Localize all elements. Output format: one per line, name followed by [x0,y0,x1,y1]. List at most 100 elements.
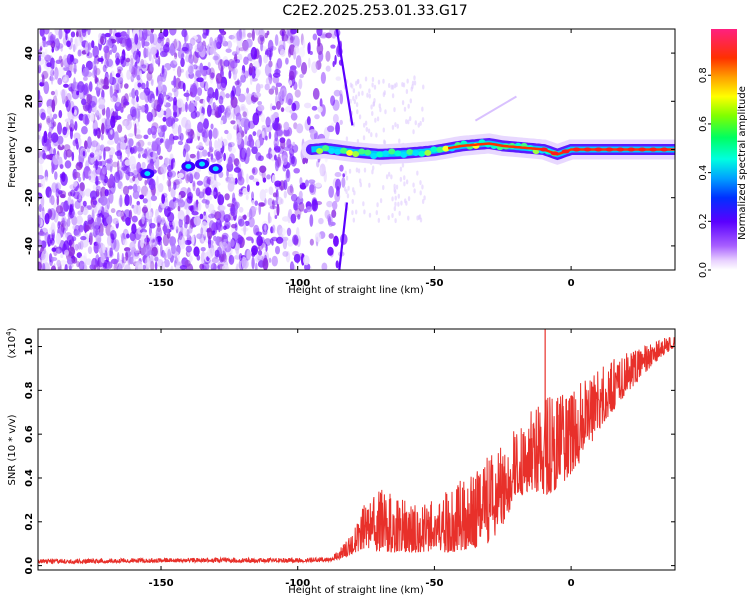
noise-speckle [61,171,66,183]
noise-speckle [200,128,207,135]
noise-speckle [173,110,178,118]
noise-speckle [163,94,167,106]
noise-speckle [339,119,343,125]
noise-speckle [377,217,381,223]
noise-speckle [187,129,192,142]
noise-speckle [393,187,396,193]
noise-speckle [71,114,79,119]
noise-speckle [107,244,110,257]
noise-speckle [150,29,155,34]
noise-speckle [412,129,415,135]
noise-speckle [73,62,77,75]
noise-speckle [38,79,45,84]
noise-speckle [258,29,265,38]
noise-speckle [75,215,83,225]
noise-speckle [132,50,139,60]
noise-speckle [391,93,395,99]
x-tick-label: 0 [568,578,575,589]
noise-speckle [185,101,188,113]
noise-speckle [405,89,409,95]
noise-speckle [210,191,217,196]
noise-speckle [106,263,110,270]
noise-speckle [167,96,174,102]
cluster-core [199,161,206,167]
noise-speckle [401,100,405,106]
noise-speckle [238,253,243,261]
noise-speckle [203,176,207,185]
noise-speckle [359,182,363,188]
snr-series-line [38,336,675,565]
noise-speckle [168,179,172,193]
noise-speckle [292,141,296,147]
noise-speckle [318,217,324,225]
noise-speckle [87,214,92,220]
noise-speckle [120,95,128,109]
noise-speckle [366,92,369,98]
noise-speckle [69,127,73,140]
noise-speckle [131,64,138,78]
ridge-blob [406,148,414,155]
noise-speckle [182,82,186,92]
noise-speckle [186,89,189,102]
noise-speckle [376,202,379,208]
noise-speckle [256,235,263,247]
noise-speckle [38,203,42,213]
noise-speckle [196,180,204,186]
noise-speckle [210,158,217,163]
noise-speckle [80,235,87,241]
noise-speckle [173,75,177,88]
noise-speckle [114,32,123,38]
noise-speckle [234,80,240,85]
noise-speckle [68,239,72,248]
noise-speckle [41,51,47,58]
noise-speckle [185,119,192,133]
noise-speckle [71,107,75,114]
noise-speckle [38,261,42,270]
noise-speckle [282,250,289,257]
noise-speckle [144,103,149,114]
noise-speckle [189,153,196,159]
noise-speckle [399,166,403,172]
noise-speckle [280,139,286,150]
noise-speckle [311,105,318,111]
noise-speckle [103,147,106,161]
noise-speckle [58,221,61,227]
noise-speckle [342,173,346,178]
noise-speckle [212,101,216,110]
noise-speckle [91,221,99,231]
noise-speckle [379,198,383,204]
noise-speckle [62,126,68,136]
noise-speckle [398,210,401,216]
noise-speckle [399,176,403,182]
noise-speckle [218,254,225,262]
colorbar-gradient [711,29,737,270]
noise-speckle [219,205,227,211]
noise-speckle [126,29,130,38]
noise-speckle [72,171,81,179]
noise-speckle [382,92,386,98]
noise-speckle [183,32,189,42]
noise-speckle [42,42,49,48]
noise-speckle [125,233,130,239]
noise-speckle [405,179,409,185]
noise-speckle [113,171,121,184]
noise-speckle [88,100,96,108]
noise-speckle [274,34,279,47]
noise-speckle [203,211,206,216]
noise-speckle [314,114,320,120]
noise-speckle [78,260,85,270]
noise-speckle [274,86,279,96]
noise-speckle [97,57,104,63]
noise-speckle [159,138,164,143]
noise-speckle [177,124,182,137]
noise-speckle [285,169,291,183]
noise-speckle [208,139,213,150]
noise-speckle [262,177,267,183]
noise-speckle [198,142,203,149]
noise-speckle [163,110,167,116]
noise-speckle [368,212,372,218]
noise-speckle [364,76,368,82]
ridge-blob [376,151,384,158]
noise-speckle [155,86,159,97]
noise-speckle [70,37,73,43]
